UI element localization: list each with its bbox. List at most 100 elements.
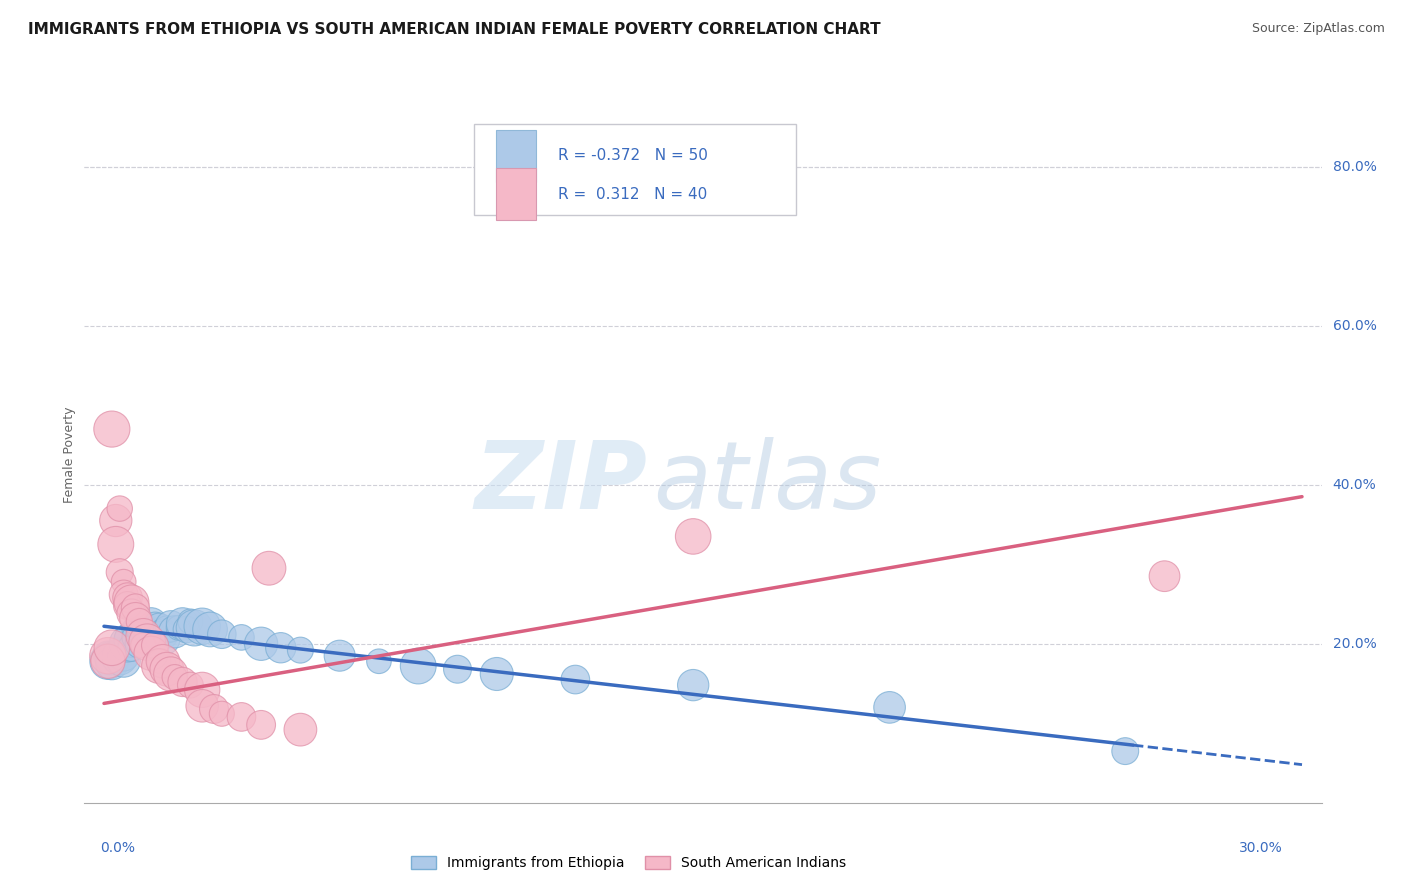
Point (176, 623, 198, 637)
Point (211, 706, 233, 721)
Point (108, 643, 131, 657)
Point (406, 659, 429, 673)
Point (270, 640, 292, 655)
Point (231, 710, 253, 724)
Point (191, 619, 214, 633)
Point (172, 675, 194, 690)
Point (143, 619, 166, 633)
Point (108, 501, 131, 516)
Point (485, 667, 508, 681)
Legend: Immigrants from Ethiopia, South American Indians: Immigrants from Ethiopia, South American… (405, 851, 852, 876)
Point (101, 422, 124, 436)
Point (104, 646, 127, 660)
Point (128, 637, 150, 651)
Point (104, 537, 127, 551)
Point (97, 654, 120, 668)
Point (682, 529, 704, 543)
Point (104, 653, 127, 667)
Point (183, 621, 205, 635)
Point (368, 654, 391, 668)
Point (231, 631, 253, 645)
Text: Source: ZipAtlas.com: Source: ZipAtlas.com (1251, 22, 1385, 36)
Point (191, 682, 214, 697)
Text: ZIP: ZIP (474, 437, 647, 529)
Point (136, 635, 159, 649)
Point (156, 623, 179, 637)
Point (117, 591, 139, 605)
Point (112, 574, 135, 589)
Point (97, 648, 120, 663)
Text: R =  0.312   N = 40: R = 0.312 N = 40 (558, 186, 707, 202)
Point (101, 657, 124, 671)
Point (139, 624, 162, 639)
Text: 80.0%: 80.0% (1333, 160, 1376, 174)
Point (191, 698, 214, 713)
Text: 30.0%: 30.0% (1239, 841, 1282, 855)
Point (117, 629, 139, 643)
Point (250, 718, 273, 732)
Point (139, 616, 162, 631)
Point (121, 632, 143, 647)
Point (124, 623, 146, 637)
Point (163, 624, 186, 639)
Point (446, 662, 468, 676)
Point (163, 670, 186, 684)
Point (257, 561, 280, 575)
Point (211, 627, 233, 641)
Point (148, 621, 170, 635)
Point (290, 643, 312, 657)
Text: 60.0%: 60.0% (1333, 318, 1376, 333)
Point (108, 650, 131, 665)
Text: R = -0.372   N = 50: R = -0.372 N = 50 (558, 148, 709, 163)
Point (108, 565, 131, 579)
FancyBboxPatch shape (474, 124, 796, 215)
Point (148, 659, 170, 673)
Point (121, 640, 143, 655)
Point (139, 646, 162, 660)
Point (104, 514, 127, 528)
Point (156, 662, 179, 676)
Point (879, 700, 901, 714)
Point (1153, 569, 1175, 583)
Point (152, 627, 174, 641)
Point (124, 611, 146, 625)
Point (198, 623, 221, 637)
Point (1114, 744, 1136, 758)
Point (112, 648, 135, 662)
Point (132, 624, 155, 639)
Point (179, 678, 201, 692)
Point (179, 615, 201, 629)
Point (148, 654, 170, 668)
Point (132, 629, 155, 643)
Text: 0.0%: 0.0% (100, 841, 135, 855)
Point (97, 648, 120, 663)
Text: atlas: atlas (654, 437, 882, 528)
Point (159, 667, 181, 681)
Point (167, 621, 190, 635)
Point (117, 637, 139, 651)
Point (152, 654, 174, 668)
Text: 40.0%: 40.0% (1333, 478, 1376, 491)
Point (159, 619, 181, 633)
Text: 20.0%: 20.0% (1333, 637, 1376, 651)
Point (121, 607, 143, 621)
Point (250, 637, 273, 651)
Point (121, 595, 143, 609)
Point (682, 678, 704, 692)
Point (143, 638, 166, 652)
Point (564, 673, 586, 687)
Point (202, 702, 225, 716)
FancyBboxPatch shape (496, 168, 536, 220)
Point (112, 587, 135, 601)
FancyBboxPatch shape (496, 129, 536, 182)
Point (101, 640, 124, 655)
Point (152, 631, 174, 645)
Point (124, 631, 146, 645)
Point (136, 623, 159, 637)
Point (132, 619, 155, 633)
Point (124, 601, 146, 615)
Point (290, 723, 312, 737)
Point (172, 616, 194, 631)
Point (329, 648, 352, 663)
Text: IMMIGRANTS FROM ETHIOPIA VS SOUTH AMERICAN INDIAN FEMALE POVERTY CORRELATION CHA: IMMIGRANTS FROM ETHIOPIA VS SOUTH AMERIC… (28, 22, 880, 37)
